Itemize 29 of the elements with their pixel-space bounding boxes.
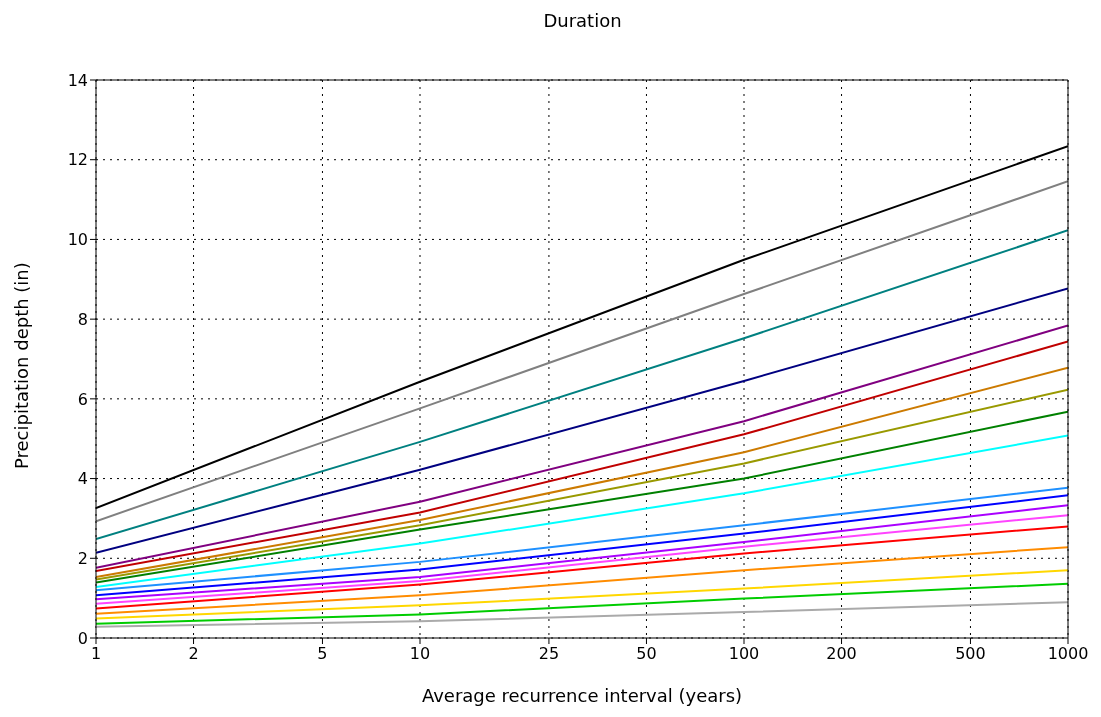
line-series — [96, 569, 1068, 620]
line-series — [96, 434, 1068, 588]
y-tick-label: 12 — [67, 150, 88, 170]
y-tick-label: 8 — [77, 309, 88, 329]
x-tick-label: 200 — [826, 644, 857, 664]
x-tick-label: 5 — [317, 644, 328, 664]
line-series — [96, 229, 1068, 541]
line-series — [96, 601, 1068, 628]
x-tick-label: 500 — [955, 644, 986, 664]
x-tick-label: 50 — [636, 644, 657, 664]
line-series — [96, 582, 1068, 625]
x-tick-label: 1000 — [1047, 644, 1089, 664]
y-tick-label: 14 — [67, 70, 88, 90]
y-tick-label: 10 — [67, 230, 88, 250]
y-axis-title: Precipitation depth (in) — [11, 262, 33, 469]
x-axis-title: Average recurrence interval (years) — [421, 685, 743, 706]
y-tick-label: 2 — [77, 548, 88, 568]
y-tick-label: 6 — [77, 389, 88, 409]
line-series — [96, 525, 1068, 610]
x-tick-label: 25 — [538, 644, 560, 664]
x-tick-label: 100 — [728, 644, 760, 664]
y-tick-label: 0 — [77, 628, 88, 648]
x-tick-label: 10 — [409, 644, 431, 664]
line-series — [96, 287, 1068, 554]
x-tick-label: 2 — [188, 644, 199, 664]
line-series — [96, 546, 1068, 615]
x-tick-label: 1 — [90, 644, 102, 664]
chart-title: Duration — [542, 10, 623, 31]
y-tick-label: 4 — [77, 469, 88, 489]
